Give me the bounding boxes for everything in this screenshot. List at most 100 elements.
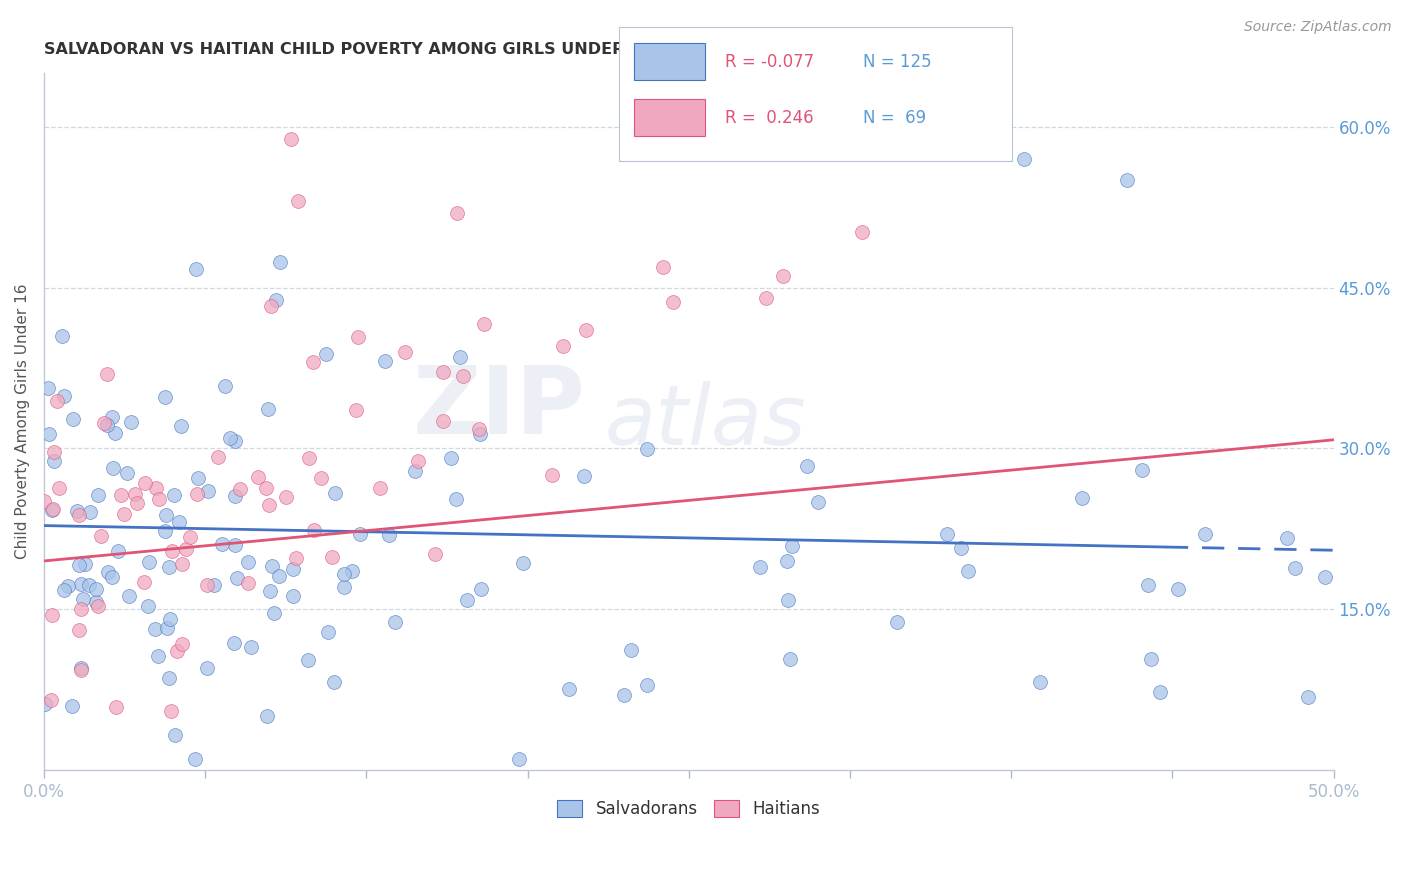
Point <box>70 602 93 616</box>
Text: R = -0.077: R = -0.077 <box>725 53 814 70</box>
Point <box>298 451 321 466</box>
Point <box>118 589 141 603</box>
Point <box>378 528 401 542</box>
Point <box>239 640 262 654</box>
Point <box>269 568 291 582</box>
Point <box>46 394 69 409</box>
Point <box>112 507 135 521</box>
Point <box>96 417 118 432</box>
Point <box>935 527 957 541</box>
Point <box>287 194 309 208</box>
Point <box>93 416 115 430</box>
Point <box>170 637 193 651</box>
Point <box>321 549 343 564</box>
Point <box>37 381 59 395</box>
Point <box>755 291 778 305</box>
Point <box>222 636 245 650</box>
Point <box>79 505 101 519</box>
Point <box>796 458 818 473</box>
Point <box>574 469 596 483</box>
Point <box>1071 491 1094 505</box>
Point <box>772 269 794 284</box>
Point <box>315 347 337 361</box>
Point <box>51 329 73 343</box>
Point <box>124 487 146 501</box>
Point <box>749 559 772 574</box>
Point <box>302 355 325 369</box>
Point <box>207 450 229 464</box>
Point <box>195 578 218 592</box>
Point <box>950 541 973 555</box>
Point <box>302 524 325 538</box>
Point <box>67 558 90 573</box>
Point <box>100 409 122 424</box>
Point <box>105 699 128 714</box>
Point <box>197 484 219 499</box>
Point <box>225 571 247 585</box>
Point <box>48 481 70 495</box>
Point <box>42 502 65 516</box>
Point <box>297 653 319 667</box>
Point <box>257 401 280 416</box>
Point <box>1296 690 1319 705</box>
Point <box>368 481 391 495</box>
Point <box>32 493 55 508</box>
Point <box>280 132 302 146</box>
Point <box>662 294 685 309</box>
Text: N =  69: N = 69 <box>863 109 925 127</box>
Point <box>283 561 305 575</box>
Point <box>163 728 186 742</box>
Point <box>86 595 108 609</box>
Point <box>224 489 246 503</box>
Point <box>67 624 90 638</box>
Point <box>349 527 371 541</box>
Point <box>468 426 491 441</box>
Point <box>41 502 63 516</box>
Point <box>340 564 363 578</box>
Point <box>75 557 97 571</box>
Point <box>446 491 468 506</box>
Point <box>1194 527 1216 541</box>
Point <box>38 427 60 442</box>
Point <box>254 481 277 495</box>
Point <box>127 496 149 510</box>
Point <box>541 468 564 483</box>
Point <box>474 318 496 332</box>
Point <box>87 488 110 502</box>
Point <box>1116 173 1139 187</box>
Point <box>143 622 166 636</box>
Point <box>184 262 207 277</box>
Point <box>101 460 124 475</box>
Point <box>224 538 246 552</box>
Point <box>69 577 91 591</box>
Point <box>281 589 304 603</box>
Point <box>620 643 643 657</box>
Point <box>451 369 474 384</box>
Point <box>512 556 534 570</box>
Point <box>62 412 84 426</box>
Point <box>558 681 581 696</box>
Point <box>138 599 160 614</box>
Point <box>782 539 804 553</box>
Point <box>651 260 673 274</box>
Point <box>34 697 56 711</box>
Point <box>170 419 193 434</box>
Point <box>138 555 160 569</box>
Text: R =  0.246: R = 0.246 <box>725 109 814 127</box>
Point <box>146 648 169 663</box>
Point <box>344 403 367 417</box>
Point <box>247 470 270 484</box>
Point <box>42 445 65 459</box>
Point <box>155 390 177 404</box>
Point <box>807 495 830 509</box>
Point <box>86 582 108 596</box>
Point <box>333 566 356 581</box>
Point <box>613 688 636 702</box>
Text: SALVADORAN VS HAITIAN CHILD POVERTY AMONG GIRLS UNDER 16 CORRELATION CHART: SALVADORAN VS HAITIAN CHILD POVERTY AMON… <box>44 42 849 57</box>
Point <box>163 487 186 501</box>
Point <box>284 550 307 565</box>
Point <box>134 475 156 490</box>
Point <box>423 548 446 562</box>
Point <box>224 434 246 448</box>
Point <box>404 464 426 478</box>
